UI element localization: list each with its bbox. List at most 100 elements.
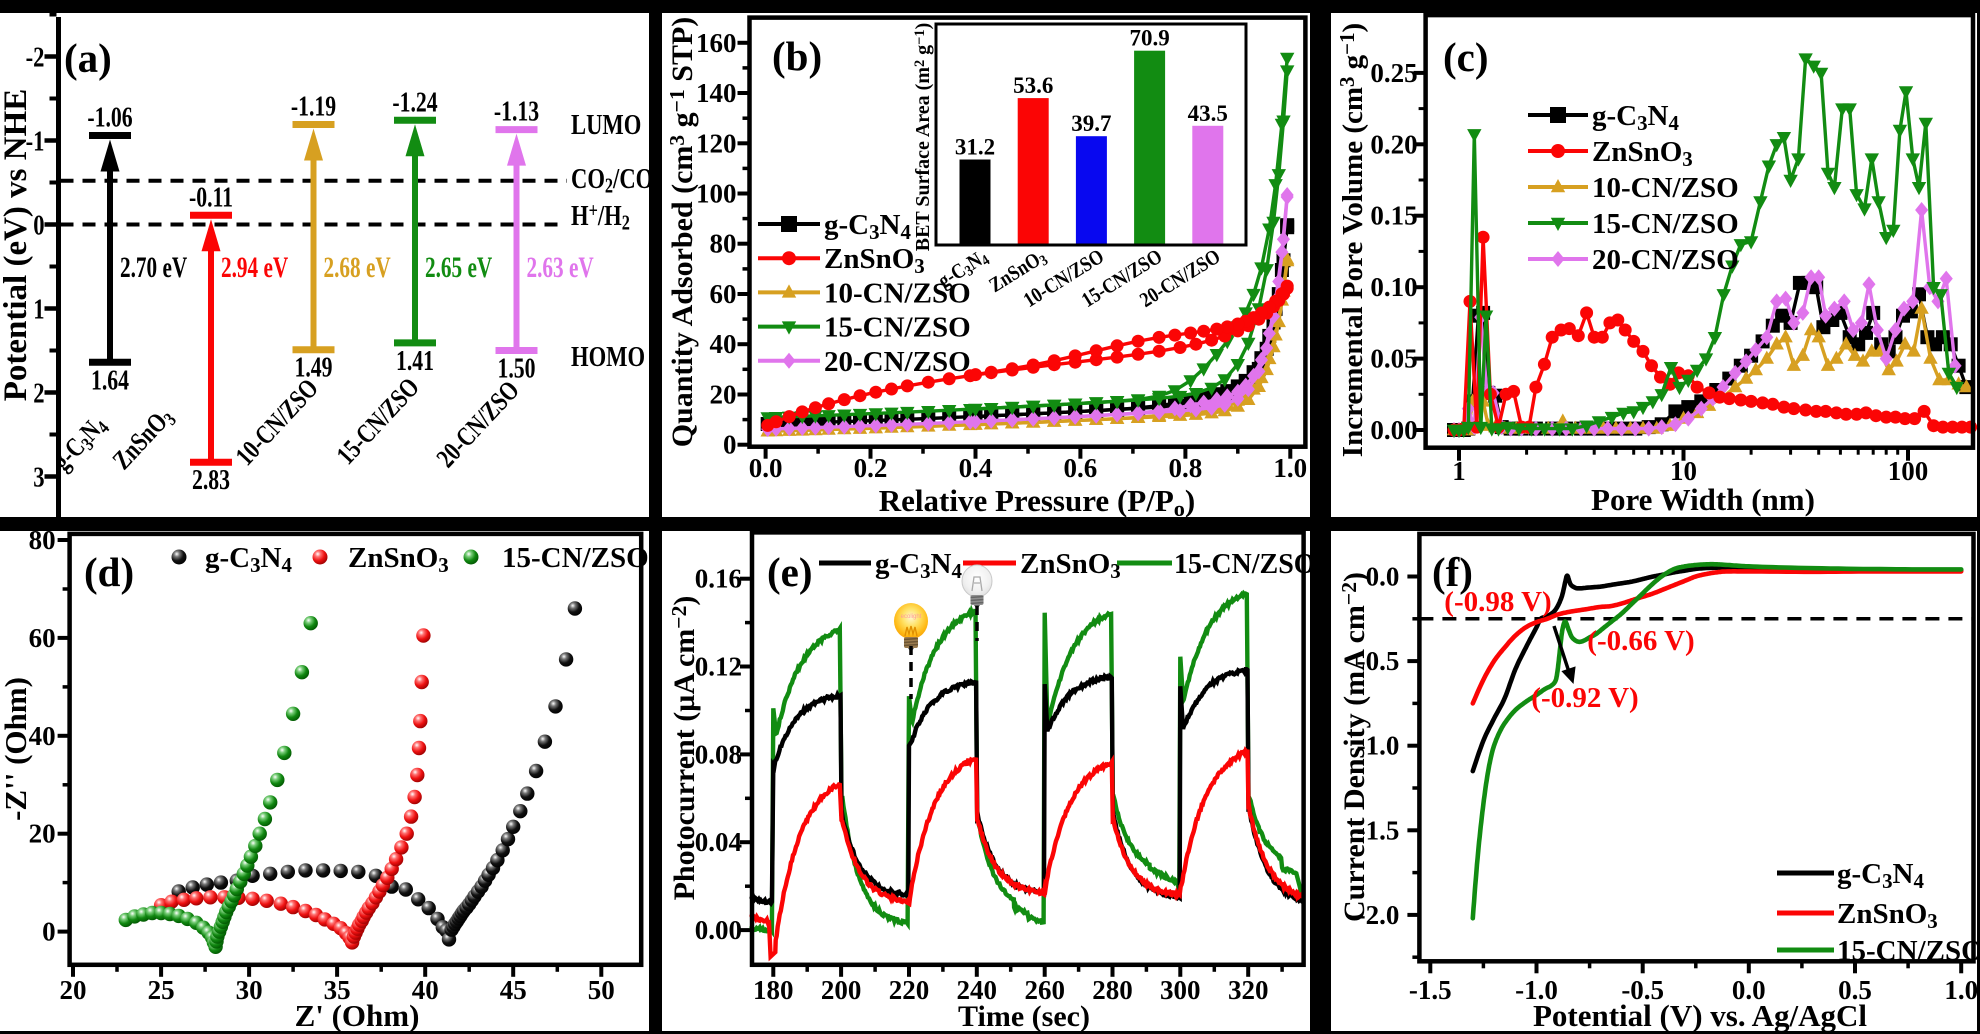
svg-text:20-CN/ZSO: 20-CN/ZSO [1592, 244, 1739, 276]
svg-text:1.50: 1.50 [497, 351, 535, 384]
svg-text:0: 0 [42, 917, 56, 947]
svg-text:100: 100 [1888, 456, 1929, 486]
svg-text:300: 300 [1160, 975, 1201, 1005]
svg-text:1.0: 1.0 [1944, 975, 1978, 1005]
svg-text:280: 280 [1092, 975, 1133, 1005]
svg-text:0.16: 0.16 [695, 564, 742, 594]
svg-text:Pore Width (nm): Pore Width (nm) [1591, 482, 1815, 517]
svg-text:1.64: 1.64 [91, 363, 129, 396]
svg-text:-1.0: -1.0 [1357, 731, 1400, 761]
svg-text:ZnSnO3: ZnSnO3 [1592, 136, 1693, 171]
svg-text:2.94 eV: 2.94 eV [221, 251, 289, 284]
svg-text:(f): (f) [1432, 549, 1473, 595]
svg-text:(-0.66 V): (-0.66 V) [1587, 625, 1694, 657]
svg-text:LUMO: LUMO [571, 108, 641, 140]
svg-text:0.10: 0.10 [1370, 272, 1417, 302]
svg-text:Potential (eV) vs NHE: Potential (eV) vs NHE [0, 89, 34, 402]
svg-text:15-CN/ZSO: 15-CN/ZSO [824, 312, 971, 344]
svg-text:180: 180 [753, 975, 794, 1005]
svg-text:60: 60 [710, 279, 737, 309]
svg-text:0.6: 0.6 [1064, 453, 1098, 483]
svg-text:40: 40 [29, 721, 56, 751]
svg-text:(e): (e) [767, 549, 813, 595]
svg-text:ZnSnO3: ZnSnO3 [824, 243, 925, 278]
svg-text:120: 120 [696, 128, 737, 158]
svg-text:0.0: 0.0 [749, 453, 783, 483]
svg-text:Time (sec): Time (sec) [958, 1000, 1090, 1033]
svg-text:160: 160 [696, 28, 737, 58]
svg-text:H+/H2: H+/H2 [571, 199, 630, 235]
svg-text:BET Surface Area (m2 g−1): BET Surface Area (m2 g−1) [912, 23, 934, 252]
svg-text:0: 0 [723, 430, 737, 460]
svg-text:-1: -1 [26, 125, 45, 157]
svg-text:10-CN/ZSO: 10-CN/ZSO [1592, 172, 1739, 204]
svg-text:15-CN/ZSO: 15-CN/ZSO [502, 542, 649, 574]
svg-text:10: 10 [1670, 456, 1697, 486]
svg-text:ZnSnO3: ZnSnO3 [1020, 548, 1121, 583]
svg-text:0.5: 0.5 [1838, 975, 1872, 1005]
svg-text:ZnSnO3: ZnSnO3 [1837, 898, 1938, 933]
svg-text:0.05: 0.05 [1370, 344, 1417, 374]
svg-text:Incremental Pore Volume (cm3 g: Incremental Pore Volume (cm3 g−1) [1335, 23, 1369, 457]
svg-text:-1.5: -1.5 [1357, 815, 1400, 845]
svg-text:20: 20 [60, 975, 87, 1005]
svg-text:20-CN/ZSO: 20-CN/ZSO [824, 346, 971, 378]
svg-text:g-C3N4: g-C3N4 [1592, 100, 1680, 135]
svg-text:0.25: 0.25 [1370, 58, 1417, 88]
svg-text:-2: -2 [26, 41, 45, 73]
svg-text:-2.0: -2.0 [1357, 900, 1400, 930]
svg-text:2.70 eV: 2.70 eV [120, 251, 188, 284]
svg-text:-1.06: -1.06 [87, 100, 132, 133]
svg-text:43.5: 43.5 [1188, 101, 1228, 126]
svg-text:0.04: 0.04 [695, 827, 742, 857]
svg-text:-1.0: -1.0 [1515, 975, 1558, 1005]
svg-text:-1.19: -1.19 [291, 89, 336, 122]
svg-text:(-0.92 V): (-0.92 V) [1531, 682, 1638, 714]
svg-text:260: 260 [1024, 975, 1065, 1005]
svg-text:-0.11: -0.11 [189, 180, 233, 213]
svg-text:(-0.98 V): (-0.98 V) [1444, 586, 1551, 618]
svg-text:0: 0 [33, 209, 44, 241]
svg-text:0.8: 0.8 [1169, 453, 1203, 483]
svg-text:40: 40 [412, 975, 439, 1005]
svg-text:ecolight: ecolight [901, 614, 922, 620]
svg-text:80: 80 [710, 229, 737, 259]
svg-text:39.7: 39.7 [1071, 111, 1111, 136]
svg-text:140: 140 [696, 78, 737, 108]
svg-text:1.41: 1.41 [396, 344, 434, 377]
svg-text:-0.5: -0.5 [1621, 975, 1664, 1005]
svg-text:40: 40 [710, 329, 737, 359]
svg-text:(d): (d) [84, 549, 134, 595]
svg-text:(a): (a) [64, 35, 112, 81]
svg-text:1: 1 [1452, 456, 1466, 486]
svg-text:g-C3N4: g-C3N4 [205, 542, 293, 577]
svg-text:0.08: 0.08 [695, 739, 742, 769]
svg-text:100: 100 [696, 179, 737, 209]
svg-text:2.83: 2.83 [192, 463, 230, 496]
svg-text:HOMO: HOMO [571, 340, 645, 372]
svg-text:1: 1 [33, 293, 44, 325]
svg-text:53.6: 53.6 [1013, 73, 1053, 98]
svg-text:g-C3N4: g-C3N4 [875, 548, 963, 583]
svg-text:3: 3 [33, 461, 44, 493]
svg-text:(c): (c) [1443, 34, 1489, 80]
svg-text:70.9: 70.9 [1129, 26, 1169, 51]
svg-text:240: 240 [957, 975, 998, 1005]
svg-text:0.00: 0.00 [695, 915, 742, 945]
svg-text:Potential (V) vs. Ag/AgCl: Potential (V) vs. Ag/AgCl [1533, 998, 1867, 1033]
svg-text:ZnSnO3: ZnSnO3 [348, 542, 449, 577]
svg-text:25: 25 [148, 975, 175, 1005]
svg-text:15-CN/ZSO: 15-CN/ZSO [1174, 549, 1316, 580]
svg-text:20: 20 [710, 380, 737, 410]
svg-text:g-C3N4: g-C3N4 [824, 209, 912, 244]
svg-text:Relative Pressure (P/Po): Relative Pressure (P/Po) [879, 483, 1195, 521]
svg-text:0.2: 0.2 [854, 453, 888, 483]
svg-text:320: 320 [1228, 975, 1269, 1005]
svg-text:1.49: 1.49 [294, 351, 332, 384]
svg-text:80: 80 [29, 525, 56, 555]
svg-text:220: 220 [889, 975, 930, 1005]
svg-text:(b): (b) [772, 33, 822, 79]
svg-text:0.20: 0.20 [1370, 129, 1417, 159]
svg-text:Quantity Adsorbed (cm3 g−1 STP: Quantity Adsorbed (cm3 g−1 STP) [665, 17, 699, 448]
svg-text:-0.5: -0.5 [1357, 646, 1400, 676]
